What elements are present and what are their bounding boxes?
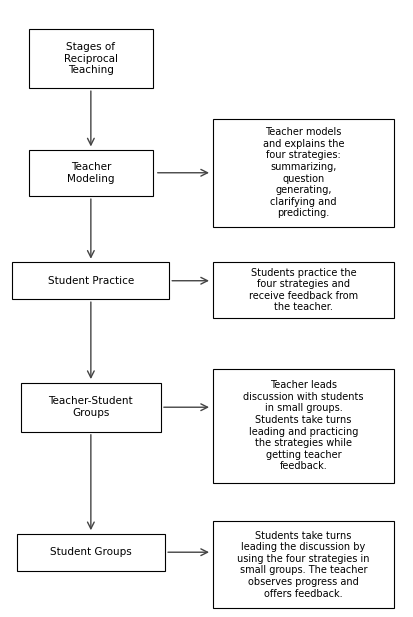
FancyBboxPatch shape: [17, 534, 165, 571]
FancyBboxPatch shape: [213, 262, 394, 318]
FancyBboxPatch shape: [29, 150, 153, 196]
Text: Teacher models
and explains the
four strategies:
summarizing,
question
generatin: Teacher models and explains the four str…: [263, 127, 344, 218]
FancyBboxPatch shape: [213, 369, 394, 482]
FancyBboxPatch shape: [12, 262, 169, 299]
FancyBboxPatch shape: [29, 30, 153, 88]
FancyBboxPatch shape: [213, 119, 394, 227]
Text: Student Practice: Student Practice: [48, 276, 134, 286]
Text: Student Groups: Student Groups: [50, 547, 132, 557]
Text: Teacher
Modeling: Teacher Modeling: [67, 162, 115, 184]
Text: Students take turns
leading the discussion by
using the four strategies in
small: Students take turns leading the discussi…: [237, 531, 370, 598]
Text: Stages of
Reciprocal
Teaching: Stages of Reciprocal Teaching: [64, 42, 118, 75]
Text: Students practice the
four strategies and
receive feedback from
the teacher.: Students practice the four strategies an…: [249, 268, 358, 312]
FancyBboxPatch shape: [21, 383, 161, 432]
Text: Teacher-Student
Groups: Teacher-Student Groups: [49, 396, 133, 418]
Text: Teacher leads
discussion with students
in small groups.
Students take turns
lead: Teacher leads discussion with students i…: [243, 380, 364, 471]
FancyBboxPatch shape: [213, 521, 394, 608]
